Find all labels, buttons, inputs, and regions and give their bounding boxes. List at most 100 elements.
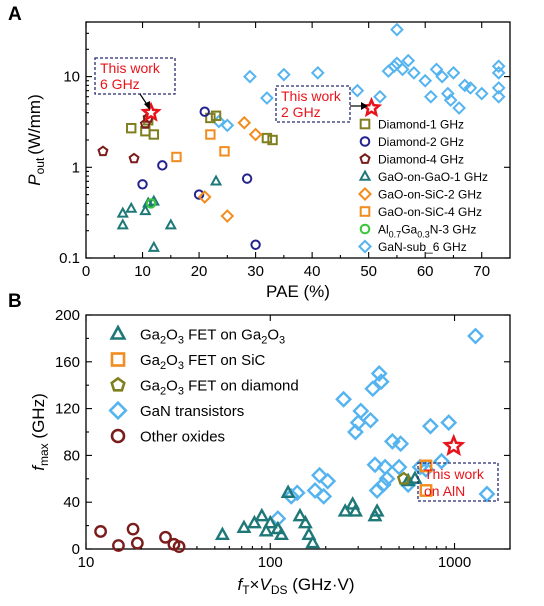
- legend-text-part: Al: [378, 223, 389, 237]
- panel-a-point-gan-sub-6-ghz: [276, 67, 291, 82]
- panel-a-point-gan-sub-6-ghz: [407, 65, 421, 80]
- panel-a-point-diamond-2-ghz: [157, 160, 168, 171]
- panel-a-point-gan-sub-6-ghz: [220, 118, 235, 133]
- panel-b-point-gan-transistors: [362, 411, 379, 429]
- panel-a-legend-label-gan-sub-6-ghz: GaN-sub_6 GHz: [378, 240, 467, 254]
- panel-b-legend-label-ga2o3-fet-on-diamond: Ga2O3 FET on diamond: [140, 378, 299, 398]
- legend-text-part: 3: [279, 335, 285, 347]
- panel-b-x-tick-label: 10: [78, 554, 95, 571]
- panel-b-y-tick-label: 40: [63, 494, 80, 511]
- panel-a-point-gao-on-sic-2-ghz: [220, 209, 235, 223]
- panel-a-point-diamond-1-ghz: [267, 134, 278, 146]
- legend-text-part: 0.7: [389, 230, 402, 240]
- panel-a-x-tick-label: 20: [191, 263, 208, 280]
- legend-text-part: O: [267, 327, 279, 344]
- panel-a-this-work-6ghz-line1: This work: [100, 60, 161, 76]
- panel-b-point-ga2o3-fet-on-ga2o3: [347, 503, 363, 517]
- panel-a-this-work-2ghz-line2: 2 GHz: [281, 104, 321, 120]
- legend-text-part: Ga: [140, 352, 161, 369]
- panel-a-legend-label-diamond-4-ghz: Diamond-4 GHz: [378, 153, 464, 167]
- panel-a-legend: Diamond-1 GHz Diamond-2 GHz Diamond-4 GHz G…: [357, 118, 488, 254]
- panel-b-point-ga2o3-fet-on-diamond: [396, 471, 411, 485]
- panel-a-label: A: [8, 4, 22, 25]
- panel-a-point-gan-sub-6-ghz: [491, 59, 506, 74]
- panel-a-this-work-6ghz-box: [94, 57, 176, 95]
- legend-text-part: 3: [178, 335, 184, 347]
- panel-a-point-diamond-1-ghz: [210, 110, 222, 121]
- panel-a-point-gan-sub-6-ghz: [373, 89, 387, 104]
- panel-a-legend-marker-gao-on-sic-4-ghz: [359, 206, 371, 217]
- panel-a-point-diamond-2-ghz: [250, 239, 261, 250]
- panel-b-point-ga2o3-fet-on-ga2o3: [262, 514, 278, 529]
- panel-b-point-other-oxides: [94, 525, 107, 538]
- panel-a-x-tick-label: 70: [473, 263, 490, 280]
- panel-b-y-axis: 0 40 80 120 160 200: [55, 307, 510, 558]
- panel-a-point-gan-sub-6-ghz: [446, 65, 461, 80]
- panel-a-legend-marker-al0-7ga0-3n-3-ghz: [359, 223, 371, 235]
- panel-b-point-other-oxides: [130, 536, 144, 550]
- legend-text-part: Ga: [140, 378, 161, 395]
- panel-b-point-ga2o3-fet-on-ga2o3: [254, 507, 270, 522]
- panel-a-point-gao-on-sic-2-ghz: [197, 190, 212, 204]
- panel-b-x-label-f: f: [237, 575, 244, 594]
- panel-a-point-gan-sub-6-ghz: [429, 62, 444, 77]
- panel-a-chart: A 0 10 20 30 40 50 60 70 0.1 1 10 PAE (%) Pout (W/…: [8, 4, 511, 301]
- panel-a-x-tick-label: 30: [247, 263, 264, 280]
- panel-b-point-gan-transistors: [282, 487, 300, 505]
- legend-text-part: Ga: [401, 223, 417, 237]
- panel-a-point-gao-on-gao-1-ghz: [139, 204, 152, 216]
- panel-a-y-axis-label-sub: out: [33, 157, 47, 174]
- panel-b-data-marks: [94, 327, 496, 554]
- panel-a-point-gao-on-sic-4-ghz: [171, 151, 182, 163]
- panel-a-point-diamond-2-ghz: [193, 189, 205, 200]
- panel-b-point-other-oxides: [172, 540, 186, 554]
- panel-b-point-ga2o3-fet-on-ga2o3: [273, 526, 289, 541]
- panel-b-point-gan-transistors: [352, 402, 370, 420]
- panel-a-point-al0-7ga0-3n-3-ghz: [145, 198, 157, 209]
- panel-b-point-gan-transistors: [366, 456, 384, 474]
- panel-a-point-gao-on-gao-1-ghz: [147, 194, 160, 206]
- panel-b-y-tick-label: 200: [55, 307, 80, 324]
- panel-b-point-ga2o3-fet-on-ga2o3: [292, 507, 308, 522]
- panel-a-legend-marker-gao-on-sic-2-ghz: [357, 186, 373, 202]
- legend-text-part: O: [166, 352, 178, 369]
- panel-b-point-gan-transistors: [335, 390, 353, 408]
- panel-a-point-gan-sub-6-ghz: [423, 89, 438, 104]
- panel-a-this-work-2ghz-star: [360, 96, 383, 118]
- panel-b-x-axis: 10 100 1000: [78, 315, 511, 571]
- legend-text-part: FET on Ga: [184, 327, 262, 344]
- panel-b-x-axis-label: fT×VDS (GHz·V): [237, 575, 354, 597]
- panel-a-this-work-2ghz-line1: This work: [281, 88, 342, 104]
- panel-b-point-gan-transistors: [372, 373, 390, 391]
- panel-a-point-gan-sub-6-ghz: [491, 89, 506, 104]
- panel-b-point-other-oxides: [159, 530, 172, 544]
- panel-a-legend-label-al0-7ga0-3n-3-ghz: Al0.7Ga0.3N-3 GHz: [378, 223, 476, 240]
- panel-a-point-diamond-1-ghz: [148, 129, 160, 140]
- legend-text-part: 2: [160, 335, 166, 347]
- panel-b-point-ga2o3-fet-on-ga2o3: [305, 534, 321, 549]
- panel-b-point-ga2o3-fet-on-ga2o3: [246, 514, 262, 529]
- panel-a-x-tick-label: 50: [360, 263, 377, 280]
- panel-a-point-gao-on-gao-1-ghz: [116, 206, 129, 218]
- panel-a-point-gan-sub-6-ghz: [418, 73, 433, 88]
- panel-b-legend-label-ga2o3-fet-on-sic: Ga2O3 FET on SiC: [140, 352, 266, 372]
- panel-b-point-gan-transistors: [467, 327, 484, 345]
- panel-a-x-axis: 0 10 20 30 40 50 60 70: [82, 22, 490, 280]
- panel-a-point-gao-on-sic-4-ghz: [219, 146, 230, 157]
- panel-a-legend-marker-diamond-1-ghz: [359, 118, 371, 130]
- panel-b-x-label-DS: DS: [271, 583, 288, 597]
- panel-b-point-gan-transistors: [433, 452, 450, 470]
- panel-b-point-other-oxides: [112, 539, 125, 552]
- legend-text-part: Ga: [140, 327, 161, 344]
- panel-b-point-other-oxides: [126, 522, 140, 536]
- panel-b-y-tick-label: 120: [55, 401, 80, 418]
- legend-text-part: N-3 GHz: [430, 223, 477, 237]
- panel-a-point-gan-sub-6-ghz: [440, 86, 455, 101]
- panel-a-point-gao-on-gao-1-ghz: [209, 174, 223, 186]
- panel-b-label: B: [8, 291, 22, 312]
- panel-b-point-ga2o3-fet-on-sic: [419, 459, 433, 473]
- legend-text-part: 3: [178, 386, 184, 398]
- legend-text-part: O: [166, 378, 178, 395]
